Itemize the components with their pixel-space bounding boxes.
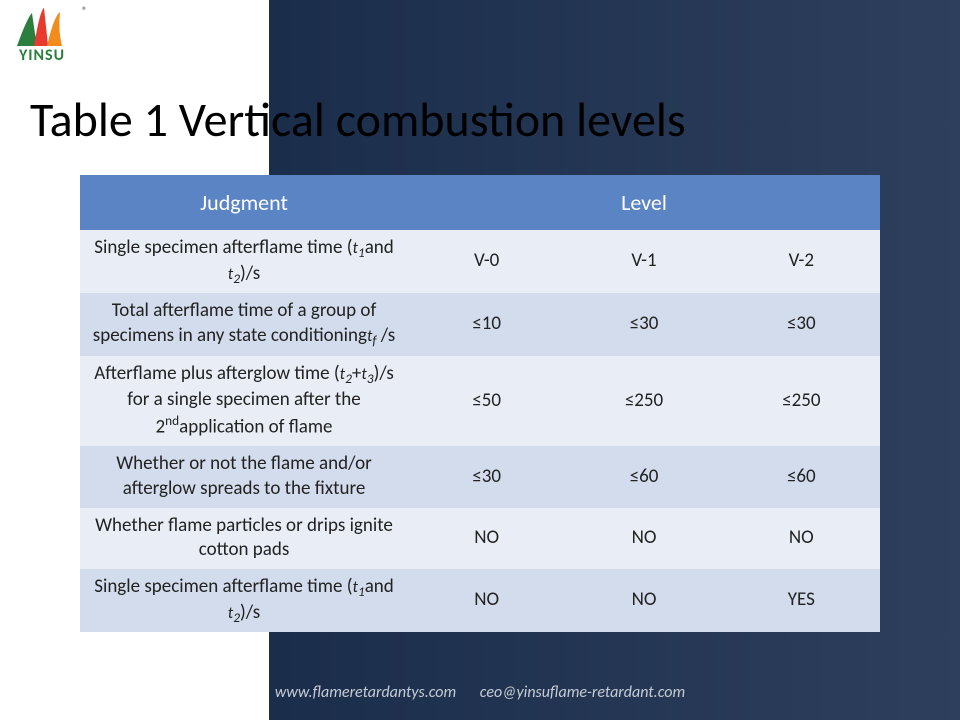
level-cell: ≤250 — [723, 356, 880, 446]
judgment-cell: Single specimen afterflame time (t1and t… — [80, 230, 408, 293]
level-cell: ≤30 — [723, 293, 880, 355]
combustion-table: Judgment Level Single specimen afterflam… — [80, 175, 880, 632]
level-cell: ≤10 — [408, 293, 565, 355]
page-title: Table 1 Vertical combustion levels — [30, 90, 686, 149]
judgment-cell: Afterflame plus afterglow time (t2+t3)/s… — [80, 356, 408, 446]
table-row: Whether or not the flame and/or afterglo… — [80, 446, 880, 507]
header-judgment: Judgment — [80, 175, 408, 230]
table-row: Whether flame particles or drips ignite … — [80, 508, 880, 569]
level-cell: ≤250 — [565, 356, 722, 446]
judgment-cell: Whether flame particles or drips ignite … — [80, 508, 408, 569]
level-cell: V-2 — [723, 230, 880, 293]
level-cell: ≤30 — [565, 293, 722, 355]
footer-url: www.flameretardantys.com — [275, 683, 456, 702]
level-cell: ≤60 — [723, 446, 880, 507]
table-header-row: Judgment Level — [80, 175, 880, 230]
level-cell: ≤60 — [565, 446, 722, 507]
level-cell: ≤50 — [408, 356, 565, 446]
table-row: Single specimen afterflame time (t1and t… — [80, 230, 880, 293]
judgment-cell: Whether or not the flame and/or afterglo… — [80, 446, 408, 507]
flame-icon — [12, 8, 72, 48]
level-cell: NO — [723, 508, 880, 569]
level-cell: NO — [408, 569, 565, 632]
table-row: Afterflame plus afterglow time (t2+t3)/s… — [80, 356, 880, 446]
judgment-cell: Single specimen afterflame time (t1and t… — [80, 569, 408, 632]
level-cell: NO — [408, 508, 565, 569]
level-cell: ≤30 — [408, 446, 565, 507]
level-cell: NO — [565, 508, 722, 569]
brand-logo: YINSU — [12, 8, 72, 65]
level-cell: V-1 — [565, 230, 722, 293]
level-cell: NO — [565, 569, 722, 632]
header-level: Level — [408, 175, 880, 230]
judgment-cell: Total afterflame time of a group of spec… — [80, 293, 408, 355]
level-cell: V-0 — [408, 230, 565, 293]
registered-mark: ® — [82, 4, 87, 17]
table-row: Single specimen afterflame time (t1and t… — [80, 569, 880, 632]
table-row: Total afterflame time of a group of spec… — [80, 293, 880, 355]
footer: www.flameretardantys.com ceo@yinsuflame-… — [0, 683, 960, 702]
level-cell: YES — [723, 569, 880, 632]
footer-email: ceo@yinsuflame-retardant.com — [480, 683, 685, 702]
